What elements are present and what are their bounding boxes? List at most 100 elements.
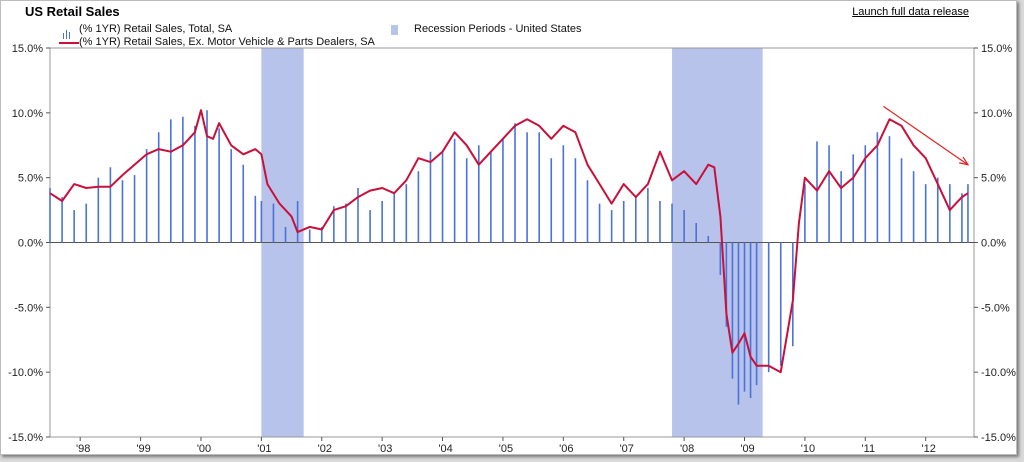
x-tick-label: '05 [499,443,513,454]
retail-sales-total-bar [725,242,728,327]
retail-sales-total-bar [405,184,408,243]
x-tick-label: '04 [438,443,452,454]
retail-sales-total-bar [260,201,263,243]
y-tick-label-right: 5.0% [981,173,1006,185]
retail-sales-total-bar [272,203,275,243]
retail-sales-total-bar [218,128,220,243]
x-tick-label: '06 [559,443,573,454]
x-tick-label: '00 [197,443,211,454]
retail-sales-total-bar [610,210,613,243]
x-tick-label: '07 [620,443,634,454]
retail-sales-total-bar [816,141,818,243]
retail-sales-total-bar [737,242,740,405]
retail-sales-total-bar [145,149,148,243]
retail-sales-total-bar [417,171,420,243]
y-tick-label-left: -5.0% [14,302,43,314]
retail-sales-total-bar [242,164,245,243]
retail-sales-total-bar [683,210,685,243]
x-tick-label: '02 [318,443,332,454]
retail-sales-total-bar [967,184,969,243]
retail-sales-total-bar [254,195,257,243]
x-tick-label: '12 [922,443,936,454]
line-legend-icon [59,42,79,44]
retail-sales-total-bar [441,151,444,243]
retail-sales-total-bar [538,132,540,243]
retail-sales-total-bar [284,226,287,243]
retail-sales-total-bar [912,171,915,243]
retail-sales-total-bar [695,223,697,243]
y-tick-label-left: 5.0% [18,173,43,185]
chart-container: US Retail Sales Launch full data release… [0,0,1017,455]
y-tick-label-left: -10.0% [8,367,43,379]
retail-sales-total-bar [635,197,637,243]
retail-sales-total-bar [647,188,649,243]
retail-sales-total-bar [169,119,172,243]
retail-sales-total-bar [194,125,196,243]
retail-sales-total-bar [308,229,311,243]
chart-plot-svg: 15.0% 15.0% 10.0% 10.0% 5.0% 5.0% 0.0% 0.0% -5.0… [8,43,1016,454]
y-tick-label-right: -10.0% [981,367,1016,379]
x-tick-label: '01 [257,443,271,454]
launch-full-data-release-link[interactable]: Launch full data release [852,6,969,18]
y-tick-label-left: 15.0% [12,43,43,55]
x-tick-label: '08 [680,443,694,454]
legend-ex-auto-label: (% 1YR) Retail Sales, Ex. Motor Vehicle … [79,36,375,48]
trend-arrow-head [959,156,970,166]
retail-sales-total-bar [296,201,299,243]
retail-sales-total-bar [320,226,323,243]
retail-sales-total-bar [465,158,468,243]
retail-sales-total-bar [357,188,359,243]
retail-sales-total-bar [598,203,601,243]
trend-arrow-line [883,105,969,166]
retail-sales-total-bar [876,132,879,243]
retail-sales-total-bar [49,188,51,243]
retail-sales-total-bar [550,158,553,243]
retail-sales-total-bar [804,184,806,243]
x-tick-label: '03 [378,443,392,454]
retail-sales-total-bar [121,180,124,243]
retail-sales-total-bar [206,110,208,243]
retail-sales-total-bar [755,242,758,386]
retail-sales-total-bar [840,171,842,243]
retail-sales-total-bar [453,138,456,243]
retail-sales-total-bar [526,132,528,243]
retail-sales-total-bar [97,177,100,243]
y-tick-label-right: 0.0% [981,238,1006,250]
retail-sales-total-bar [333,206,335,243]
x-tick-label: '09 [740,443,754,454]
retail-sales-total-bar [900,158,903,243]
x-tick-label: '11 [862,443,876,454]
retail-sales-total-bar [888,136,891,243]
retail-sales-total-bar [779,242,782,366]
retail-sales-total-bar [85,203,88,243]
retail-sales-total-bar [61,197,63,243]
y-tick-label-right: -15.0% [981,432,1016,444]
retail-sales-total-bar [429,151,432,243]
y-tick-label-right: 10.0% [981,108,1012,120]
retail-sales-total-bar [622,201,625,243]
retail-sales-total-bar [743,242,746,392]
retail-sales-total-bar [949,184,951,243]
retail-sales-total-bar [514,123,516,243]
retail-sales-total-bar [490,151,492,243]
x-tick-label: '10 [801,443,815,454]
retail-sales-total-bar [936,177,939,243]
retail-sales-total-bar [852,154,855,243]
retail-sales-total-bar [828,145,830,243]
y-tick-label-right: -5.0% [981,302,1010,314]
retail-sales-total-bar [659,201,661,243]
retail-sales-total-bar [182,116,184,243]
legend-recession-label: Recession Periods - United States [414,23,582,35]
recession-legend-icon [391,25,398,35]
y-tick-label-left: -15.0% [8,432,43,444]
retail-sales-total-bar [562,145,565,243]
retail-sales-total-bar [477,145,480,243]
y-tick-label-right: 15.0% [981,43,1012,55]
retail-sales-total-bar [707,236,710,243]
retail-sales-total-bar [109,167,112,243]
retail-sales-total-bar [924,184,927,243]
retail-sales-total-bar [671,203,673,243]
retail-sales-total-bar [719,242,722,275]
retail-sales-total-bar [586,180,589,243]
retail-sales-total-bar [767,242,770,373]
